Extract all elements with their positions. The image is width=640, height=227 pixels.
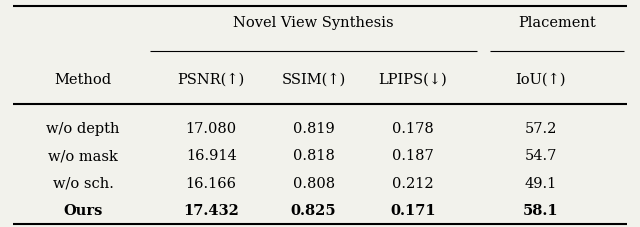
Text: Method: Method	[54, 72, 112, 86]
Text: 17.080: 17.080	[186, 121, 237, 135]
Text: 0.212: 0.212	[392, 176, 434, 190]
Text: 0.171: 0.171	[390, 203, 436, 217]
Text: SSIM(↑): SSIM(↑)	[282, 72, 346, 86]
Text: LPIPS(↓): LPIPS(↓)	[378, 72, 447, 86]
Text: Novel View Synthesis: Novel View Synthesis	[234, 16, 394, 30]
Text: 0.187: 0.187	[392, 148, 434, 163]
Text: Ours: Ours	[63, 203, 103, 217]
Text: 0.808: 0.808	[292, 176, 335, 190]
Text: w/o depth: w/o depth	[47, 121, 120, 135]
Text: 58.1: 58.1	[523, 203, 559, 217]
Text: 16.914: 16.914	[186, 148, 237, 163]
Text: w/o mask: w/o mask	[48, 148, 118, 163]
Text: 16.166: 16.166	[186, 176, 237, 190]
Text: Placement: Placement	[518, 16, 596, 30]
Text: 57.2: 57.2	[525, 121, 557, 135]
Text: w/o sch.: w/o sch.	[52, 176, 114, 190]
Text: 0.818: 0.818	[292, 148, 335, 163]
Text: 0.178: 0.178	[392, 121, 434, 135]
Text: IoU(↑): IoU(↑)	[516, 72, 566, 86]
Text: PSNR(↑): PSNR(↑)	[177, 72, 245, 86]
Text: 0.819: 0.819	[292, 121, 335, 135]
Text: 49.1: 49.1	[525, 176, 557, 190]
Text: 0.825: 0.825	[291, 203, 337, 217]
Text: 17.432: 17.432	[183, 203, 239, 217]
Text: 54.7: 54.7	[525, 148, 557, 163]
